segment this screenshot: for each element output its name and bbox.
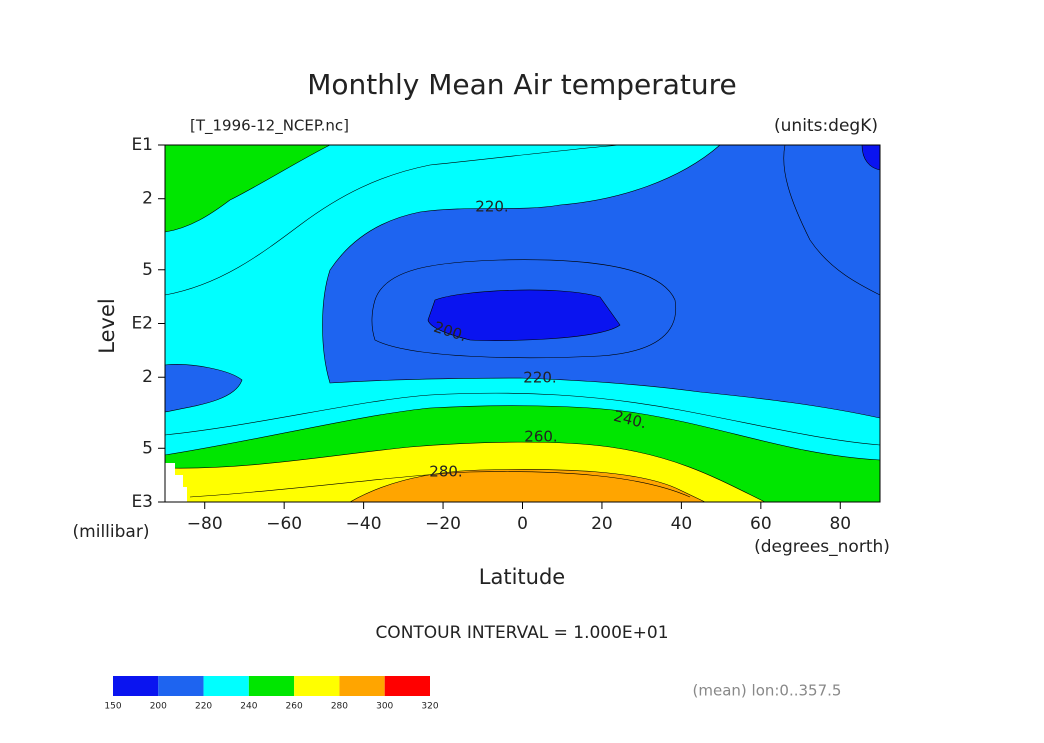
y-tick-label: E1	[131, 135, 153, 155]
y-tick-label: 2	[142, 367, 153, 387]
colorbar-bin	[384, 676, 430, 696]
colorbar-bin	[203, 676, 249, 696]
y-units: (millibar)	[73, 522, 150, 542]
contour-label: 280.	[429, 463, 462, 481]
x-tick-label: 0	[517, 514, 528, 534]
x-units: (degrees_north)	[754, 537, 890, 557]
x-tick-label: 60	[750, 514, 772, 534]
colorbar-label: 280	[331, 702, 348, 712]
y-tick-label: 2	[142, 189, 153, 209]
y-tick-label: 5	[142, 438, 153, 458]
colorbar-bin	[248, 676, 295, 696]
colorbar-label: 320	[421, 702, 438, 712]
units-label: (units:degK)	[774, 116, 878, 136]
region	[322, 144, 881, 419]
y-tick-label: E3	[131, 492, 153, 512]
region	[348, 469, 706, 503]
region	[164, 364, 243, 413]
colorbar-bin	[339, 676, 385, 696]
contour-label: 220.	[523, 369, 556, 387]
contour-interval: CONTOUR INTERVAL = 1.000E+01	[375, 623, 668, 643]
contour-line	[164, 144, 881, 498]
chart-title: Monthly Mean Air temperature	[307, 68, 737, 101]
contour-label: 220.	[475, 198, 508, 216]
colorbar-bin	[158, 676, 204, 696]
colorbar-bin	[294, 676, 340, 696]
x-tick-label: −20	[425, 514, 461, 534]
x-axis-label: Latitude	[479, 565, 565, 589]
x-tick-label: 80	[829, 514, 851, 534]
region	[427, 289, 621, 341]
colorbar-label: 260	[286, 702, 303, 712]
x-tick-label: −80	[187, 514, 223, 534]
x-tick-label: 20	[591, 514, 613, 534]
colorbar-label: 300	[376, 702, 393, 712]
y-tick-label: 5	[142, 260, 153, 280]
missing-data	[165, 463, 187, 502]
x-tick-label: −60	[266, 514, 302, 534]
colorbar-label: 200	[150, 702, 167, 712]
region	[164, 144, 331, 233]
contour-label: 260.	[524, 428, 557, 446]
colorbar-label: 150	[104, 702, 121, 712]
subtitle: [T_1996-12_NCEP.nc]	[190, 117, 349, 136]
footnote: (mean) lon:0..357.5	[693, 682, 842, 700]
colorbar-label: 240	[240, 702, 257, 712]
colorbar-label: 220	[195, 702, 212, 712]
contour-plot	[164, 144, 881, 503]
y-axis-label: Level	[95, 298, 119, 353]
x-tick-label: 40	[671, 514, 693, 534]
y-tick-label: E2	[131, 314, 153, 334]
colorbar-bin	[113, 676, 159, 696]
x-tick-label: −40	[346, 514, 382, 534]
